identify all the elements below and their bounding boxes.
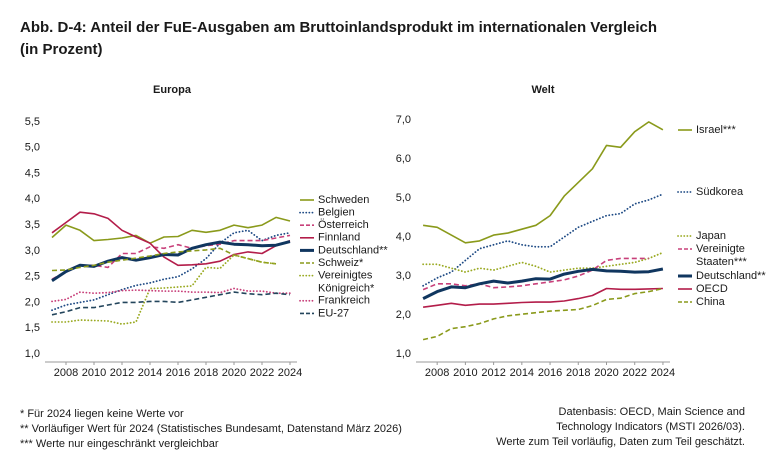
x-tick-label: 2008 [425,367,449,379]
y-tick-label: 3,5 [25,219,40,231]
source: Technology Indicators (MSTI 2026/03). [556,421,745,433]
legend-label: Finnland [318,232,360,244]
source: Datenbasis: OECD, Main Science and [559,406,745,418]
y-tick-label: 7,0 [396,114,411,126]
y-tick-label: 4,5 [25,167,40,179]
x-tick-label: 2020 [594,367,618,379]
x-tick-label: 2014 [510,367,534,379]
legend-label: China [696,296,726,308]
y-tick-label: 1,0 [396,348,411,360]
series-line [51,240,291,283]
x-tick-label: 2024 [651,367,675,379]
y-tick-label: 3,0 [25,245,40,257]
series-line [51,229,291,312]
y-tick-label: 2,0 [25,296,40,308]
series-line [422,287,663,308]
y-tick-label: 5,0 [396,192,411,204]
chart-title: (in Prozent) [20,41,103,58]
y-tick-label: 3,0 [396,270,411,282]
series-line [51,234,291,280]
legend-label: Japan [696,230,726,242]
series-line [422,193,664,287]
legend-label: Schweden [318,194,369,206]
y-tick-label: 5,0 [25,142,40,154]
y-tick-label: 1,5 [25,322,40,334]
x-tick-label: 2010 [453,367,477,379]
legend-label: Schweiz* [318,257,364,269]
panel-title: Europa [153,84,192,96]
x-tick-label: 2018 [566,367,590,379]
series-line [422,267,664,300]
y-tick-label: 6,0 [396,153,411,165]
x-tick-label: 2020 [222,367,246,379]
series-line [51,247,277,272]
y-tick-label: 4,0 [25,193,40,205]
y-tick-label: 1,0 [25,348,40,360]
series-line [422,251,664,273]
legend-label: Vereinigtes Königreich* [318,270,375,295]
series-line [422,287,664,341]
chart-title: Abb. D-4: Anteil der FuE-Ausgaben am Bru… [20,19,657,36]
x-tick-label: 2018 [194,367,218,379]
y-tick-label: 5,5 [25,116,40,128]
legend-label: Belgien [318,207,355,219]
legend-label: Südkorea [696,186,744,198]
x-tick-label: 2008 [54,367,78,379]
legend-label: EU-27 [318,307,349,319]
y-tick-label: 4,0 [396,231,411,243]
legend-label: Österreich [318,219,369,231]
legend-label: Deutschland** [318,244,388,256]
x-tick-label: 2016 [538,367,562,379]
x-tick-label: 2024 [278,367,302,379]
x-tick-label: 2014 [138,367,162,379]
series-line [51,216,291,244]
x-tick-label: 2010 [82,367,106,379]
series-line [51,291,291,316]
x-tick-label: 2016 [166,367,190,379]
y-tick-label: 2,5 [25,271,40,283]
legend-label: Frankreich [318,295,370,307]
series-line [51,254,277,325]
legend-label: Israel*** [696,124,736,136]
source: Werte zum Teil vorläufig, Daten zum Teil… [496,436,745,448]
series-line [422,257,649,291]
series-line [422,121,664,244]
legend-label: Vereinigte Staaten*** [696,243,748,268]
x-tick-label: 2022 [622,367,646,379]
panel-title: Welt [531,84,554,96]
y-tick-label: 2,0 [396,309,411,321]
series-line [51,287,291,303]
series-line [51,211,291,267]
x-tick-label: 2012 [481,367,505,379]
footnote: ** Vorläufiger Wert für 2024 (Statistisc… [20,423,402,435]
legend-label: Deutschland** [696,270,766,282]
x-tick-label: 2022 [250,367,274,379]
x-tick-label: 2012 [110,367,134,379]
legend-label: OECD [696,283,728,295]
footnote: * Für 2024 liegen keine Werte vor [20,408,184,420]
footnote: *** Werte nur eingeschränkt vergleichbar [20,438,219,450]
